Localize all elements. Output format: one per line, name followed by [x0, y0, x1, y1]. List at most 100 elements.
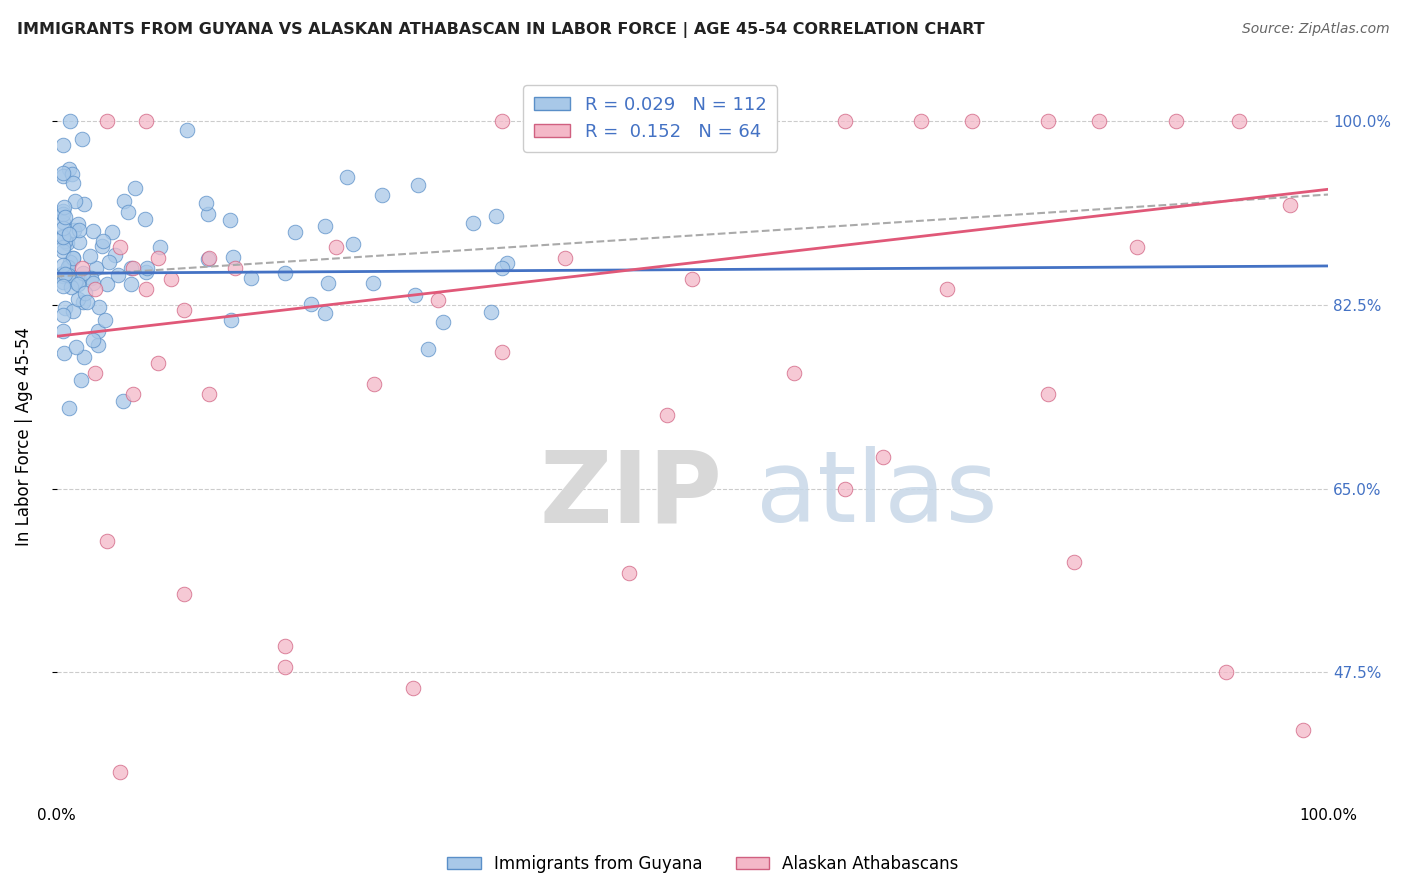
Point [73, 350, 96, 364]
Point [62, 252, 84, 266]
Point [1126, 240, 1149, 254]
Point [336, 169, 359, 184]
Point [56, 236, 79, 251]
Point [53, 301, 76, 315]
Point [491, 114, 513, 128]
Point [554, 251, 576, 265]
Point [485, 209, 508, 223]
Point [122, 261, 145, 276]
Point [406, 178, 429, 193]
Point [65, 340, 87, 354]
Point [195, 196, 218, 211]
Point [1292, 723, 1315, 738]
Point [274, 639, 297, 653]
Point [52, 240, 75, 254]
Point [198, 251, 221, 265]
Point [416, 342, 439, 356]
Point [62, 251, 84, 265]
Point [52, 275, 75, 289]
Point [73, 285, 96, 300]
Point [59, 280, 82, 294]
Point [96, 534, 118, 549]
Point [66, 292, 89, 306]
Point [52, 169, 75, 183]
Point [56, 260, 79, 275]
Point [681, 271, 703, 285]
Point [1227, 114, 1250, 128]
Point [1278, 198, 1301, 212]
Point [52, 138, 75, 153]
Point [66, 277, 89, 291]
Point [98, 254, 121, 268]
Point [52, 230, 75, 244]
Point [432, 315, 454, 329]
Point [134, 211, 156, 226]
Point [55, 210, 77, 224]
Point [274, 660, 297, 674]
Point [52, 215, 75, 229]
Text: ZIP: ZIP [540, 446, 723, 543]
Point [56, 268, 79, 283]
Point [135, 114, 157, 128]
Point [58, 161, 80, 176]
Point [112, 394, 135, 409]
Point [96, 277, 118, 291]
Point [67, 273, 90, 287]
Point [52, 324, 75, 338]
Point [284, 225, 307, 239]
Point [52, 308, 75, 322]
Point [52, 244, 75, 259]
Point [86, 338, 108, 352]
Point [371, 187, 394, 202]
Point [63, 223, 86, 237]
Point [316, 277, 339, 291]
Point [58, 255, 80, 269]
Point [745, 114, 768, 128]
Point [1038, 387, 1060, 401]
Point [872, 450, 894, 464]
Point [219, 312, 242, 326]
Point [1088, 114, 1111, 128]
Point [960, 114, 983, 128]
Point [60, 167, 83, 181]
Point [148, 355, 170, 369]
Text: IMMIGRANTS FROM GUYANA VS ALASKAN ATHABASCAN IN LABOR FORCE | AGE 45-54 CORRELAT: IMMIGRANTS FROM GUYANA VS ALASKAN ATHABA… [17, 22, 984, 38]
Point [108, 240, 131, 254]
Point [90, 239, 112, 253]
Point [617, 566, 640, 580]
Point [149, 240, 172, 254]
Point [783, 366, 806, 380]
Point [55, 267, 77, 281]
Point [935, 282, 957, 296]
Point [101, 225, 124, 239]
Point [135, 260, 157, 275]
Point [63, 194, 86, 208]
Point [314, 306, 336, 320]
Point [135, 282, 157, 296]
Point [52, 258, 75, 272]
Point [240, 271, 263, 285]
Point [299, 297, 322, 311]
Point [72, 294, 94, 309]
Point [52, 268, 75, 283]
Point [124, 180, 146, 194]
Point [72, 266, 94, 280]
Point [83, 366, 105, 380]
Point [52, 266, 75, 280]
Legend: Immigrants from Guyana, Alaskan Athabascans: Immigrants from Guyana, Alaskan Athabasc… [440, 848, 966, 880]
Point [1063, 555, 1085, 569]
Point [135, 265, 157, 279]
Point [62, 303, 84, 318]
Point [86, 324, 108, 338]
Point [314, 219, 336, 233]
Point [479, 304, 502, 318]
Point [834, 114, 856, 128]
Point [655, 408, 678, 422]
Point [463, 216, 485, 230]
Point [52, 221, 75, 235]
Point [67, 222, 90, 236]
Point [112, 194, 135, 208]
Point [197, 207, 219, 221]
Point [176, 122, 198, 136]
Point [579, 114, 602, 128]
